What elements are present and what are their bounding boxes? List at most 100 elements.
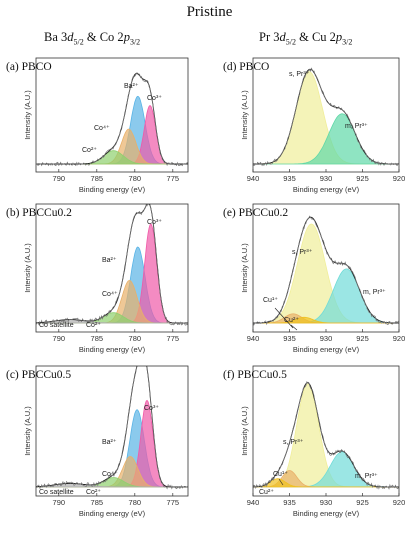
annotation-s-pr: s, Pr³⁺ <box>289 71 310 78</box>
annotation-cu: Cu¹⁺ <box>263 297 278 304</box>
column-header-left-orbital-1: d <box>67 30 74 44</box>
plot-area <box>253 215 399 326</box>
x-tick-label: 930 <box>320 174 333 183</box>
y-axis-label: Intensity (A.U.) <box>23 90 32 140</box>
x-tick-label: 780 <box>129 334 142 343</box>
annotation-co: Co³⁺ <box>144 405 159 412</box>
panel-label: (a) PBCO <box>6 61 52 73</box>
x-tick-label: 785 <box>91 174 104 183</box>
x-axis-label: Binding energy (eV) <box>293 345 360 354</box>
annotation-co: Co²⁺ <box>86 489 101 496</box>
annotation-co: Co³⁺ <box>147 219 162 226</box>
peak-co <box>36 223 188 324</box>
x-tick-label: 785 <box>91 334 104 343</box>
column-header-right-pre: Pr 3 <box>259 30 280 44</box>
x-tick-label: 785 <box>91 498 104 507</box>
column-header-right-sub-1: 5/2 <box>285 37 296 47</box>
panel-f: 940 935 930 925 920 Binding energy (eV) Intens… <box>223 365 405 518</box>
panel-label: (d) PBCO <box>223 61 269 73</box>
x-tick-label: 790 <box>53 174 66 183</box>
column-header-right-orbital-2: p <box>335 30 343 44</box>
plot-area <box>36 204 188 326</box>
y-axis-label: Intensity (A.U.) <box>240 90 249 140</box>
annotation-co: Co⁴⁺ <box>102 471 118 478</box>
annotation-m-pr: m, Pr³⁺ <box>355 473 378 480</box>
annotation-m-pr: m, Pr³⁺ <box>345 123 368 130</box>
axes-frame <box>35 203 189 333</box>
x-axis-label: Binding energy (eV) <box>293 509 360 518</box>
x-tick-label: 790 <box>53 334 66 343</box>
plot-area <box>253 381 399 490</box>
x-tick-label: 940 <box>247 174 260 183</box>
annotation-co: Co²⁺ <box>86 322 101 329</box>
plot-area <box>36 72 188 167</box>
experimental-trace <box>36 204 188 326</box>
annotation-cu: Cu²⁺ <box>284 317 299 324</box>
axes-frame <box>35 365 189 497</box>
panel-b: 790 785 780 775 Binding energy (eV) Intensity… <box>6 203 189 354</box>
annotation-co: Co³⁺ <box>147 95 162 102</box>
panel-label: (f) PBCCu0.5 <box>223 369 287 381</box>
column-header-left-sub-2: 3/2 <box>129 37 141 47</box>
annotation-pointer <box>290 324 298 331</box>
annotation-pointer <box>274 307 294 329</box>
column-header-right-orbital-1: d <box>279 30 286 44</box>
y-axis-label: Intensity (A.U.) <box>23 243 32 293</box>
panel-label: (b) PBCCu0.2 <box>6 207 72 219</box>
x-tick-label: 775 <box>167 334 180 343</box>
column-header-left-pre: Ba 3 <box>44 30 68 44</box>
x-tick-label: 940 <box>247 498 260 507</box>
x-tick-label: 780 <box>129 174 142 183</box>
panel-e: 940 935 930 925 920 Binding energy (eV) Intens… <box>223 203 406 354</box>
x-tick-label: 935 <box>283 334 296 343</box>
column-header-right-mid: & Cu 2 <box>295 30 336 44</box>
x-tick-label: 790 <box>53 498 66 507</box>
plot-area <box>253 67 399 167</box>
y-axis-label: Intensity (A.U.) <box>240 243 249 293</box>
panel-c: 790 785 780 775 Binding energy (eV) Intensity… <box>6 365 189 518</box>
x-tick-label: 775 <box>167 174 180 183</box>
x-axis-label: Binding energy (eV) <box>79 509 146 518</box>
experimental-trace <box>36 366 188 490</box>
annotation-cu: Cu²⁺ <box>259 489 274 496</box>
experimental-trace <box>36 72 188 167</box>
x-tick-label: 940 <box>247 334 260 343</box>
annotation-co: Co⁴⁺ <box>94 125 110 132</box>
axes-frame <box>35 57 189 173</box>
y-axis-label: Intensity (A.U.) <box>23 406 32 456</box>
x-tick-label: 775 <box>167 498 180 507</box>
y-axis-label: Intensity (A.U.) <box>240 406 249 456</box>
annotation-m-pr: m, Pr³⁺ <box>363 289 386 296</box>
figure-title: Pristine <box>186 4 233 20</box>
annotation-pointer <box>278 478 284 486</box>
annotation-cu: Cu¹⁺ <box>273 471 288 478</box>
annotation-co: Co²⁺ <box>82 147 97 154</box>
annotation-ba: Ba²⁺ <box>124 83 139 90</box>
x-tick-label: 930 <box>320 334 333 343</box>
annotation-ba: Ba²⁺ <box>102 439 117 446</box>
x-tick-label: 780 <box>129 498 142 507</box>
peak-cu <box>253 316 399 324</box>
x-axis-label: Binding energy (eV) <box>293 185 360 194</box>
experimental-trace <box>253 215 399 326</box>
peak-cu <box>253 478 399 488</box>
panel-label: (e) PBCCu0.2 <box>223 207 288 219</box>
x-tick-label: 925 <box>356 498 369 507</box>
x-axis-label: Binding energy (eV) <box>79 345 146 354</box>
x-tick-label: 920 <box>393 334 406 343</box>
annotation-co: Co⁴⁺ <box>102 291 118 298</box>
x-tick-label: 930 <box>320 498 333 507</box>
panel-label: (c) PBCCu0.5 <box>6 369 71 381</box>
annotation-ba: Ba²⁺ <box>102 257 117 264</box>
column-header-left-orbital-2: p <box>123 30 130 44</box>
column-header-left-sub-1: 5/2 <box>73 37 84 47</box>
x-tick-label: 925 <box>356 334 369 343</box>
annotation-co-satellite: Co satellite <box>39 489 74 496</box>
experimental-trace <box>253 67 399 167</box>
panel-a: 790 785 780 775 Binding energy (eV) Intensity… <box>6 57 189 194</box>
x-axis-label: Binding energy (eV) <box>79 185 146 194</box>
column-header-left: Ba 3d5/2 & Co 2p3/2 <box>44 30 140 47</box>
x-tick-label: 920 <box>393 174 406 183</box>
annotation-s-pr: s, Pr³⁺ <box>292 249 313 256</box>
